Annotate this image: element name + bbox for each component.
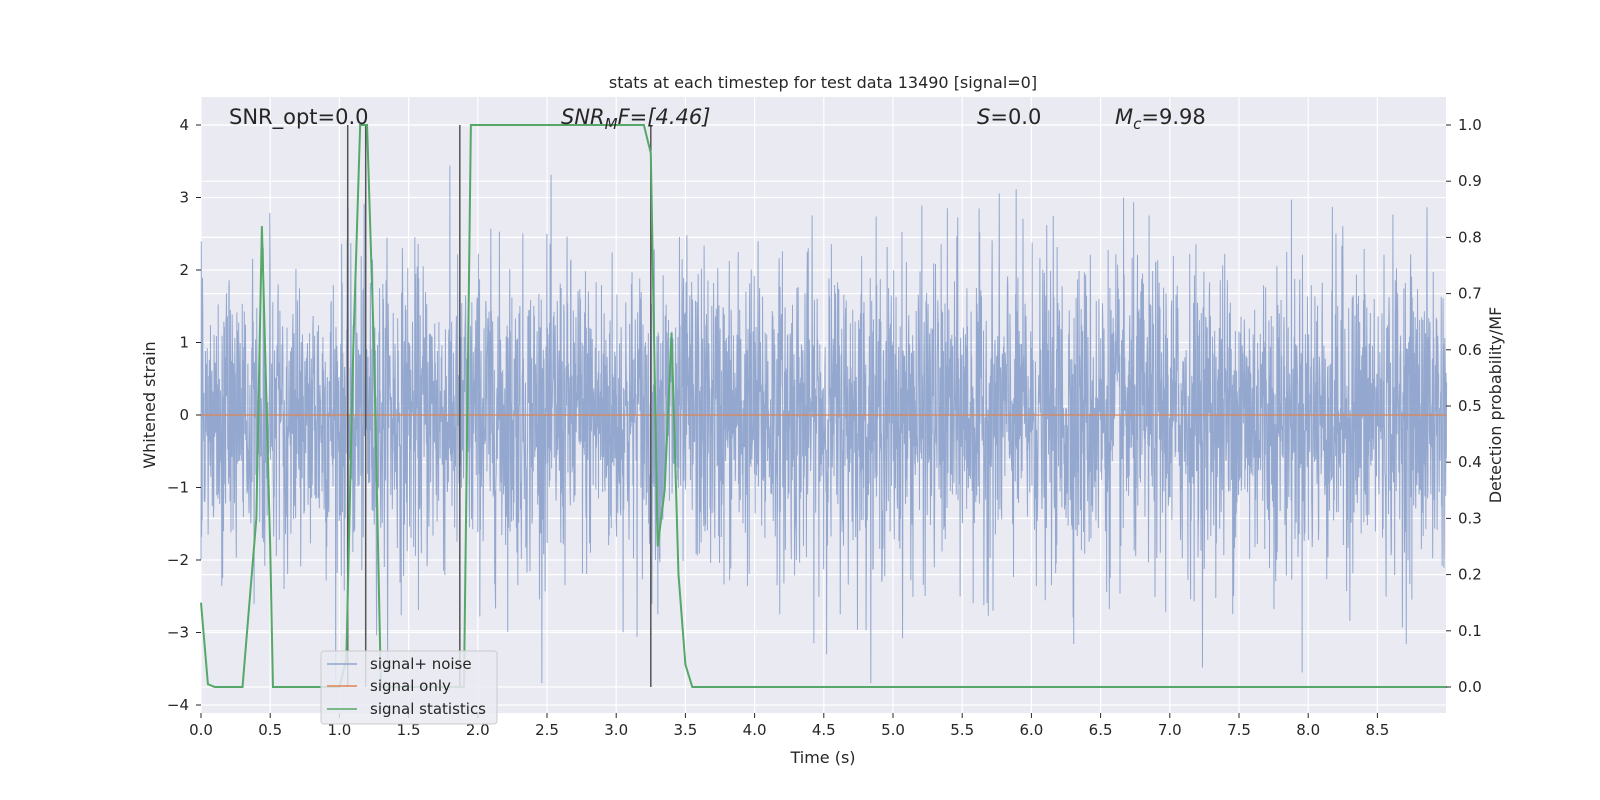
y2-tick-label: 0.0 (1458, 678, 1482, 696)
y2-tick-label: 0.9 (1458, 172, 1482, 190)
mc-sub: c (1133, 115, 1142, 133)
y2-tick-label: 0.2 (1458, 566, 1482, 584)
y2-axis-label: Detection probability/MF (1486, 307, 1505, 504)
y-tick-label: −1 (167, 479, 189, 497)
snr-mf-main: SNR (561, 105, 605, 129)
x-tick-label: 4.0 (743, 721, 767, 739)
annotation-mc: Mc=9.98 (1115, 105, 1206, 133)
mc-var: M (1115, 105, 1133, 129)
x-axis-ticks: 0.0 0.5 1.0 1.5 2.0 2.5 3.0 3.5 4.0 4.5 5.0 5.5 6.0 6… (189, 713, 1389, 739)
y2-axis-ticks: 1.0 0.9 0.8 0.7 0.6 0.5 0.4 0.3 0.2 0.1 0.0 (1446, 116, 1482, 696)
x-tick-label: 0.0 (189, 721, 213, 739)
y2-tick-label: 0.7 (1458, 285, 1482, 303)
statistics-line (200, 124, 1447, 688)
y2-tick-label: 0.6 (1458, 341, 1482, 359)
noise-line (200, 165, 1448, 684)
x-tick-label: 7.5 (1227, 721, 1251, 739)
x-tick-label: 6.0 (1019, 721, 1043, 739)
x-tick-label: 7.0 (1158, 721, 1182, 739)
y2-tick-label: 1.0 (1458, 116, 1482, 134)
y2-tick-label: 0.1 (1458, 622, 1482, 640)
x-tick-label: 0.5 (258, 721, 282, 739)
s-rest: =0.0 (990, 105, 1041, 129)
legend-box (320, 650, 498, 725)
mc-rest: =9.98 (1141, 105, 1205, 129)
legend-label-stats: signal statistics (370, 700, 486, 718)
x-tick-label: 4.5 (812, 721, 836, 739)
y-tick-label: 3 (179, 189, 189, 207)
x-tick-label: 8.0 (1296, 721, 1320, 739)
legend: signal+ noise signal only signal statist… (320, 650, 498, 725)
y-axis-ticks: 4 3 2 1 0 −1 −2 −3 −4 (167, 116, 201, 714)
y-tick-label: 2 (179, 261, 189, 279)
snr-mf-rest: F=[4.46] (618, 105, 711, 129)
x-tick-label: 5.5 (950, 721, 974, 739)
y-tick-label: 4 (179, 116, 189, 134)
snr-mf-sub: M (605, 115, 618, 133)
x-tick-label: 8.5 (1365, 721, 1389, 739)
y-axis-label: Whitened strain (140, 341, 159, 468)
signal-statistics-series (200, 124, 1447, 688)
x-tick-label: 2.0 (466, 721, 490, 739)
legend-label-signal: signal only (370, 677, 451, 695)
annotation-snr-mf: SNRMF=[4.46] (561, 105, 710, 133)
x-tick-label: 1.5 (397, 721, 421, 739)
annotation-s: S=0.0 (977, 105, 1041, 129)
s-var: S (977, 105, 990, 129)
x-tick-label: 2.5 (535, 721, 559, 739)
x-axis-label: Time (s) (789, 748, 855, 767)
annotation-snr-opt: SNR_opt=0.0 (229, 105, 369, 130)
y2-tick-label: 0.5 (1458, 397, 1482, 415)
x-tick-label: 3.5 (673, 721, 697, 739)
x-tick-label: 3.0 (604, 721, 628, 739)
y-tick-label: 0 (179, 406, 189, 424)
y2-tick-label: 0.8 (1458, 228, 1482, 246)
x-tick-label: 5.0 (881, 721, 905, 739)
y-tick-label: 1 (179, 334, 189, 352)
x-tick-label: 1.0 (327, 721, 351, 739)
y-tick-label: −3 (167, 624, 189, 642)
y-tick-label: −4 (167, 696, 189, 714)
y2-tick-label: 0.3 (1458, 509, 1482, 527)
chart-title: stats at each timestep for test data 134… (609, 73, 1037, 92)
y2-tick-label: 0.4 (1458, 453, 1482, 471)
x-tick-label: 6.5 (1089, 721, 1113, 739)
legend-label-noise: signal+ noise (370, 655, 472, 673)
signal-noise-series (200, 165, 1448, 684)
y-tick-label: −2 (167, 551, 189, 569)
